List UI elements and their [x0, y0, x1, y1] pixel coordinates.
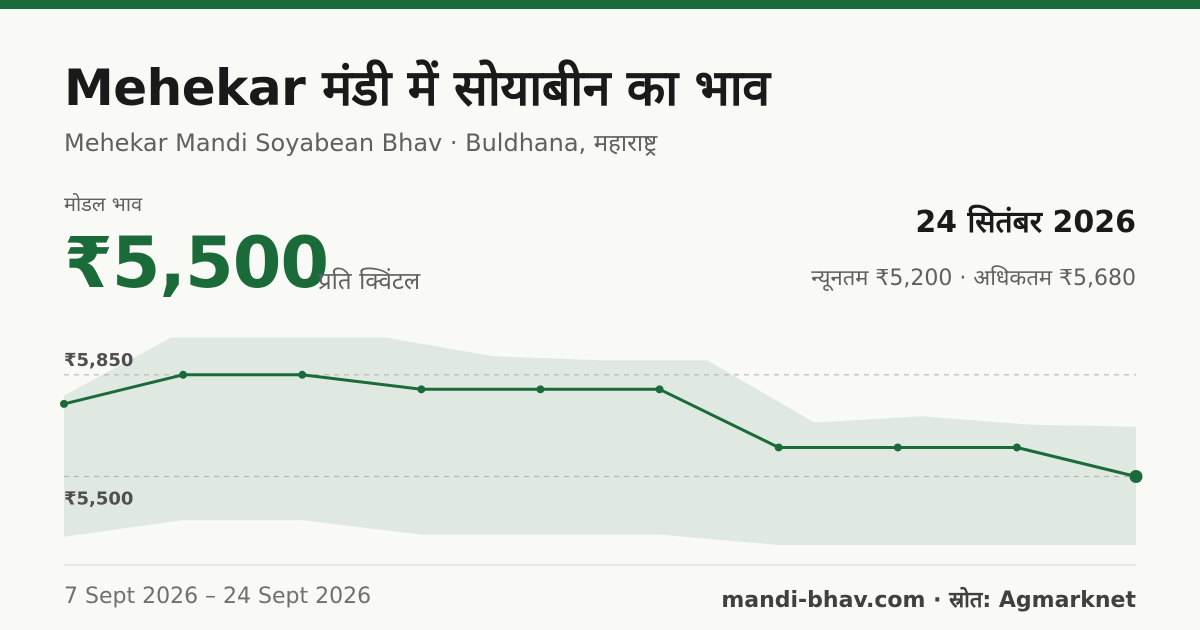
modal-price-value: ₹5,500	[64, 222, 329, 304]
price-date: 24 सितंबर 2026	[915, 205, 1136, 240]
page-title: Mehekar मंडी में सोयाबीन का भाव	[64, 59, 770, 117]
top-accent-bar	[0, 0, 1200, 9]
min-max-range: न्यूनतम ₹5,200 · अधिकतम ₹5,680	[811, 266, 1136, 291]
data-point	[893, 443, 902, 452]
data-point	[1012, 443, 1021, 452]
data-point	[536, 385, 545, 394]
data-point	[774, 443, 783, 452]
footer-source: mandi-bhav.com · स्रोत: Agmarknet	[721, 588, 1136, 613]
footer-date-range: 7 Sept 2026 – 24 Sept 2026	[64, 584, 372, 609]
y-tick-label: ₹5,850	[64, 350, 133, 371]
y-tick-label: ₹5,500	[64, 489, 133, 510]
data-point	[417, 385, 426, 394]
min-max-band	[64, 337, 1136, 545]
page-subtitle: Mehekar Mandi Soyabean Bhav · Buldhana, …	[64, 129, 658, 157]
data-point	[298, 370, 307, 379]
data-point	[60, 399, 68, 408]
data-point	[179, 370, 188, 379]
latest-point	[1129, 470, 1143, 484]
modal-price-label: मोडल भाव	[64, 192, 143, 216]
data-point	[655, 385, 664, 394]
price-unit: प्रति क्विंटल	[318, 267, 421, 295]
modal-price-line	[63, 373, 1137, 478]
